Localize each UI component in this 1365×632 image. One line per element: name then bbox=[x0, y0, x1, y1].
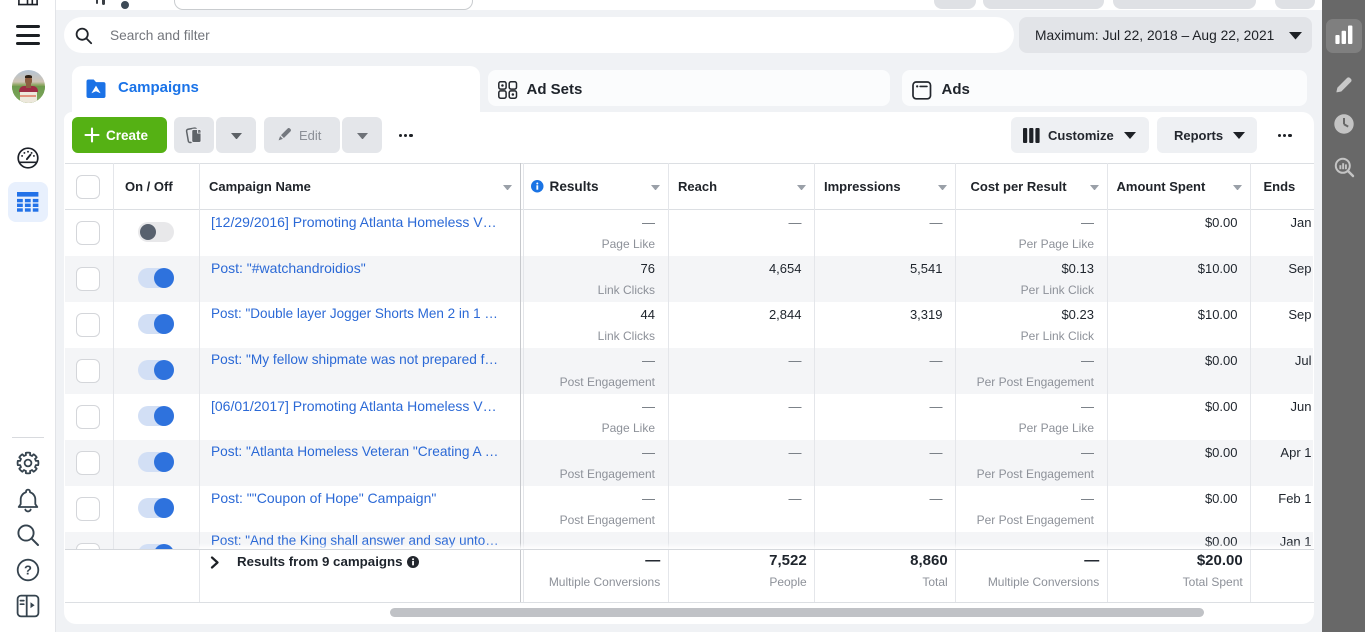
svg-text:?: ? bbox=[24, 563, 32, 578]
